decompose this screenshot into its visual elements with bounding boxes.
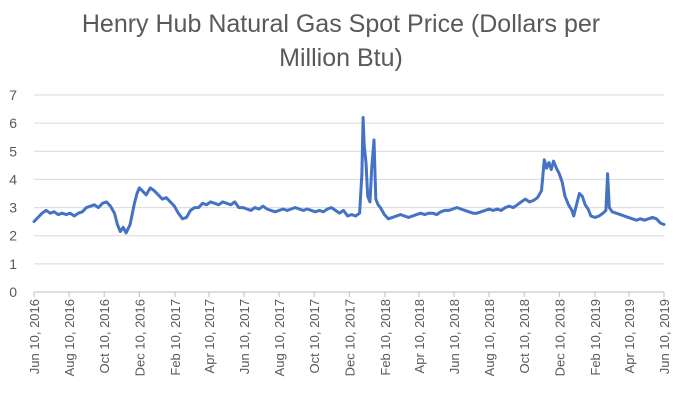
y-tick-label: 3: [9, 200, 17, 216]
chart-title-line-2: Million Btu): [279, 44, 403, 72]
x-tick-label: Jun 10, 2018: [447, 299, 462, 374]
x-tick-marks: [33, 292, 665, 297]
gridlines: [34, 94, 664, 293]
y-tick-label: 7: [9, 87, 17, 103]
x-tick-label: Oct 10, 2016: [97, 299, 112, 373]
x-tick-label: Jun 10, 2017: [237, 299, 252, 374]
x-tick-labels: Jun 10, 2016 Aug 10, 2016 Oct 10, 2016 Dec …: [27, 299, 672, 376]
x-tick-label: Oct 10, 2017: [307, 299, 322, 373]
x-tick-label: Feb 10, 2019: [588, 299, 603, 376]
x-tick-label: Oct 10, 2018: [517, 299, 532, 373]
x-tick-label: Aug 10, 2018: [482, 299, 497, 376]
series-line: [32, 116, 666, 235]
y-tick-label: 0: [9, 284, 17, 300]
x-tick-label: Aug 10, 2017: [272, 299, 287, 376]
chart-title-line-1: Henry Hub Natural Gas Spot Price (Dollar…: [81, 10, 601, 38]
y-tick-label: 1: [9, 256, 17, 272]
x-tick-label: Dec 10, 2016: [132, 299, 147, 376]
y-tick-label: 4: [9, 171, 17, 187]
x-tick-label: Apr 10, 2019: [622, 299, 637, 373]
x-tick-label: Jun 10, 2016: [27, 299, 42, 374]
x-tick-label: Feb 10, 2018: [378, 299, 393, 376]
x-tick-label: Apr 10, 2018: [412, 299, 427, 373]
y-tick-label: 2: [9, 228, 17, 244]
x-tick-label: Apr 10, 2017: [202, 299, 217, 373]
y-tick-labels: 0 1 2 3 4 5 6 7: [9, 87, 17, 300]
x-tick-label: Aug 10, 2016: [62, 299, 77, 376]
x-tick-label: Feb 10, 2017: [168, 299, 183, 376]
x-tick-label: Dec 10, 2018: [552, 299, 567, 376]
x-tick-label: Jun 10, 2019: [657, 299, 672, 374]
y-tick-label: 5: [9, 143, 17, 159]
x-tick-label: Dec 10, 2017: [342, 299, 357, 376]
y-tick-label: 6: [9, 115, 17, 131]
